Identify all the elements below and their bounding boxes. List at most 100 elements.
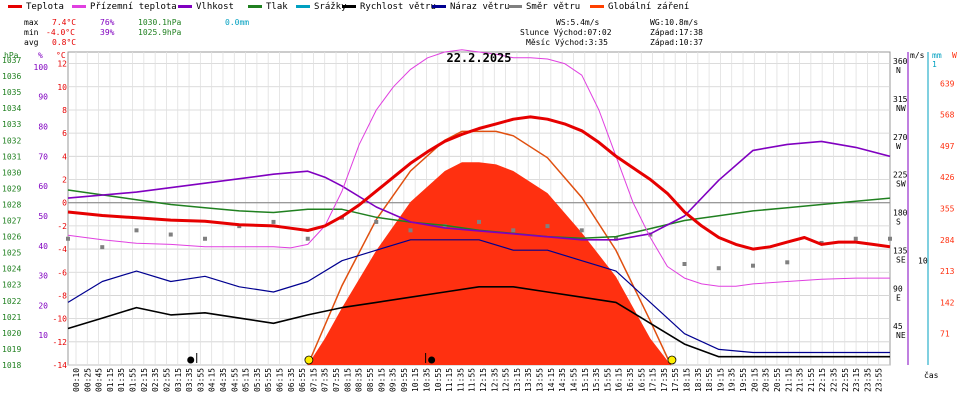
stats-wg: WG:10.8m/s bbox=[650, 18, 699, 27]
pressure-tick: 1020 bbox=[2, 329, 21, 338]
wind-direction-point bbox=[134, 228, 139, 233]
x-tick-label: 05:35 bbox=[253, 368, 262, 392]
stats-sunrise: Slunce Východ:07:02 bbox=[520, 28, 612, 37]
temp-tick: -4 bbox=[57, 245, 67, 254]
temp-tick: 4 bbox=[62, 152, 67, 161]
legend-label: Směr větru bbox=[526, 2, 581, 12]
x-tick-label: 06:35 bbox=[287, 368, 296, 392]
x-tick-label: 12:55 bbox=[502, 368, 511, 392]
x-tick-label: 15:35 bbox=[592, 368, 601, 392]
wind-direction-point bbox=[168, 232, 173, 237]
temp-tick: 12 bbox=[57, 60, 67, 69]
wind-direction-point bbox=[305, 236, 310, 241]
stats-max-rain: 0.0mm bbox=[225, 18, 250, 27]
x-tick-label: 10:55 bbox=[434, 368, 443, 392]
legend-label: Srážky bbox=[314, 2, 347, 12]
x-tick-label: 01:55 bbox=[129, 368, 138, 392]
wind-direction-point bbox=[682, 262, 687, 266]
x-tick-label: 19:15 bbox=[716, 368, 725, 392]
humidity-line bbox=[67, 140, 891, 241]
stats-moonset: Západ:10:37 bbox=[650, 38, 703, 47]
direction-tick: 225 bbox=[893, 171, 908, 180]
pressure-tick: 1035 bbox=[2, 88, 21, 97]
x-tick-label: 16:15 bbox=[615, 368, 624, 392]
x-tick-label: 18:35 bbox=[694, 368, 703, 392]
ground-temp-line bbox=[67, 49, 890, 287]
legend-swatch bbox=[8, 5, 22, 8]
legend-label: Rychlost větru bbox=[360, 2, 436, 12]
direction-tick: 135 bbox=[893, 246, 908, 255]
x-tick-label: 00:10 bbox=[72, 368, 81, 392]
stats-ws: WS:5.4m/s bbox=[556, 18, 600, 27]
x-tick-label: 05:55 bbox=[264, 368, 273, 392]
sunset-marker bbox=[667, 355, 677, 365]
stats-sunset: Západ:17:38 bbox=[650, 28, 703, 37]
legend-label: Tlak bbox=[266, 2, 288, 12]
temp-tick: -10 bbox=[53, 315, 68, 324]
solar-tick: 639 bbox=[940, 79, 955, 88]
temp-tick: -2 bbox=[57, 222, 67, 231]
x-tick-label: 04:55 bbox=[230, 368, 239, 392]
x-tick-label: 20:15 bbox=[750, 368, 759, 392]
pressure-tick: 1036 bbox=[2, 72, 21, 81]
wind-direction-point bbox=[614, 236, 618, 241]
wind-direction-point bbox=[66, 236, 70, 241]
legend-label: Náraz větru bbox=[450, 2, 510, 12]
wind-direction-point bbox=[100, 245, 105, 250]
x-tick-label: 16:55 bbox=[637, 368, 646, 392]
temp-tick: 0 bbox=[62, 199, 67, 208]
x-tick-label: 07:35 bbox=[321, 368, 330, 392]
legend-swatch bbox=[248, 5, 262, 8]
pressure-tick: 1025 bbox=[2, 249, 21, 258]
solar-tick: 497 bbox=[940, 142, 955, 151]
pressure-tick: 1033 bbox=[2, 120, 21, 129]
temp-tick: -6 bbox=[57, 268, 67, 277]
x-tick-label: 08:35 bbox=[355, 368, 364, 392]
x-tick-label: 11:15 bbox=[445, 368, 454, 392]
moonset-marker bbox=[428, 356, 436, 364]
wind-axis-unit: m/s bbox=[910, 51, 925, 60]
x-tick-label: 17:35 bbox=[660, 368, 669, 392]
legend-item: Srážky bbox=[296, 2, 347, 12]
x-tick-label: 00:25 bbox=[83, 368, 92, 392]
direction-tick: 270 bbox=[893, 133, 908, 142]
pressure-tick: 1034 bbox=[2, 104, 21, 113]
x-tick-label: 13:35 bbox=[524, 368, 533, 392]
x-tick-label: 03:35 bbox=[185, 368, 194, 392]
x-tick-label: 04:15 bbox=[208, 368, 217, 392]
x-tick-label: 02:15 bbox=[140, 368, 149, 392]
x-tick-label: 23:15 bbox=[852, 368, 861, 392]
temp-axis-unit: °C bbox=[56, 51, 66, 60]
x-tick-label: 06:15 bbox=[276, 368, 285, 392]
pressure-tick: 1032 bbox=[2, 136, 21, 145]
temperature-line bbox=[67, 115, 891, 251]
x-tick-label: 20:35 bbox=[762, 368, 771, 392]
legend-label: Globální záření bbox=[608, 2, 690, 12]
humidity-tick: 20 bbox=[38, 301, 48, 310]
solar-tick: 355 bbox=[940, 205, 955, 214]
temp-tick: -14 bbox=[53, 361, 68, 370]
pressure-tick: 1019 bbox=[2, 345, 21, 354]
direction-tick-label: NW bbox=[896, 104, 906, 113]
legend-swatch bbox=[342, 5, 356, 8]
pressure-tick: 1018 bbox=[2, 361, 21, 370]
humidity-tick: 30 bbox=[38, 272, 48, 281]
stats-min-label: min bbox=[24, 28, 39, 37]
direction-tick: 180 bbox=[893, 209, 908, 218]
x-tick-label: 19:35 bbox=[728, 368, 737, 392]
direction-tick-label: S bbox=[896, 218, 901, 227]
x-tick-label: 10:35 bbox=[422, 368, 431, 392]
stats-min-hum: 39% bbox=[100, 28, 115, 37]
x-tick-label: 16:35 bbox=[626, 368, 635, 392]
legend-item: Náraz větru bbox=[432, 2, 510, 12]
x-tick-label: 08:15 bbox=[343, 368, 352, 392]
x-tick-label: 17:55 bbox=[671, 368, 680, 392]
solar-tick: 142 bbox=[940, 298, 955, 307]
x-tick-label: 22:35 bbox=[829, 368, 838, 392]
direction-tick: 90 bbox=[893, 284, 903, 293]
x-tick-label: 00:45 bbox=[95, 368, 104, 392]
stats-avg-temp: 0.8°C bbox=[52, 38, 77, 47]
x-tick-label: 23:55 bbox=[875, 368, 884, 392]
x-tick-label: 18:55 bbox=[705, 368, 714, 392]
x-tick-label: 19:55 bbox=[739, 368, 748, 392]
